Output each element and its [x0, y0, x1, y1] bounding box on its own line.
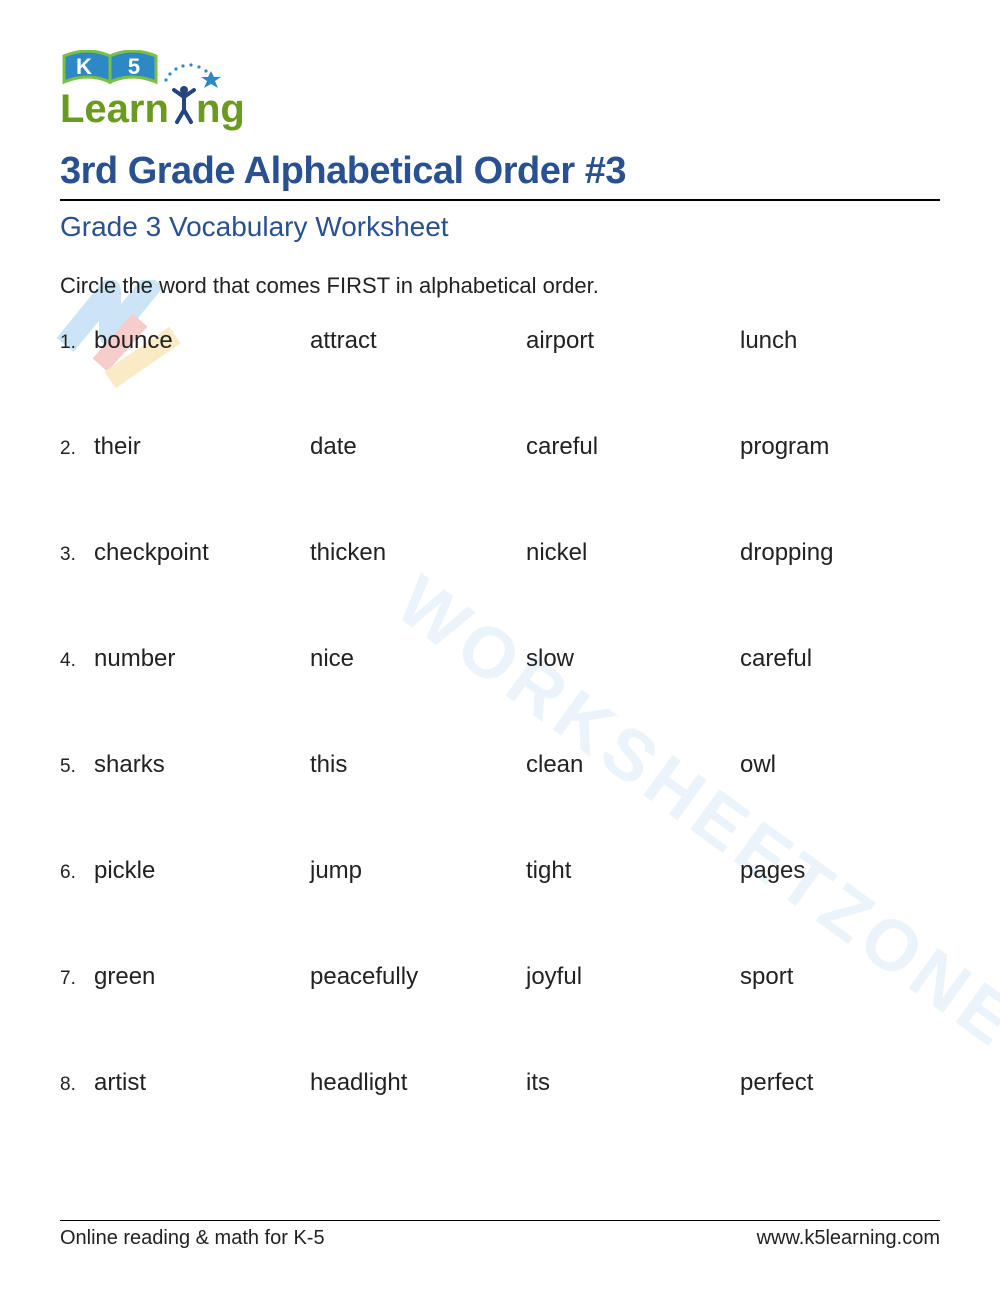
word-option[interactable]: joyful — [526, 963, 740, 991]
word-option[interactable]: headlight — [310, 1069, 526, 1097]
word-option[interactable]: thicken — [310, 539, 526, 567]
row-number: 7. — [60, 966, 94, 990]
word-option[interactable]: its — [526, 1069, 740, 1097]
row-number: 3. — [60, 542, 94, 566]
question-row: 8. artist headlight its perfect — [60, 1069, 940, 1097]
word-option[interactable]: clean — [526, 751, 740, 779]
question-row: 7. green peacefully joyful sport — [60, 963, 940, 991]
word-option[interactable]: bounce — [94, 327, 310, 355]
word-option[interactable]: program — [740, 433, 829, 461]
word-option[interactable]: nice — [310, 645, 526, 673]
word-option[interactable]: pages — [740, 857, 805, 885]
word-option[interactable]: pickle — [94, 857, 310, 885]
word-option[interactable]: careful — [740, 645, 812, 673]
row-number: 2. — [60, 436, 94, 460]
question-row: 4. number nice slow careful — [60, 645, 940, 673]
word-option[interactable]: tight — [526, 857, 740, 885]
row-number: 5. — [60, 754, 94, 778]
word-option[interactable]: owl — [740, 751, 776, 779]
svg-text:Learn: Learn — [60, 87, 169, 131]
page-footer: Online reading & math for K-5 www.k5lear… — [60, 1220, 940, 1250]
row-number: 8. — [60, 1072, 94, 1096]
question-row: 3. checkpoint thicken nickel dropping — [60, 539, 940, 567]
question-rows: 1. bounce attract airport lunch 2. their… — [60, 327, 940, 1097]
word-option[interactable]: lunch — [740, 327, 797, 355]
word-option[interactable]: green — [94, 963, 310, 991]
question-row: 2. their date careful program — [60, 433, 940, 461]
word-option[interactable]: jump — [310, 857, 526, 885]
word-option[interactable]: artist — [94, 1069, 310, 1097]
word-option[interactable]: sharks — [94, 751, 310, 779]
word-option[interactable]: slow — [526, 645, 740, 673]
svg-text:K: K — [76, 54, 92, 79]
word-option[interactable]: date — [310, 433, 526, 461]
word-option[interactable]: peacefully — [310, 963, 526, 991]
brand-logo: K 5 Learn ng — [60, 50, 940, 132]
word-option[interactable]: sport — [740, 963, 793, 991]
word-option[interactable]: number — [94, 645, 310, 673]
word-option[interactable]: this — [310, 751, 526, 779]
word-option[interactable]: careful — [526, 433, 740, 461]
footer-rule — [60, 1220, 940, 1221]
svg-text:5: 5 — [128, 54, 140, 79]
word-option[interactable]: nickel — [526, 539, 740, 567]
page-title: 3rd Grade Alphabetical Order #3 — [60, 150, 940, 193]
row-number: 6. — [60, 860, 94, 884]
word-option[interactable]: airport — [526, 327, 740, 355]
question-row: 1. bounce attract airport lunch — [60, 327, 940, 355]
word-option[interactable]: checkpoint — [94, 539, 310, 567]
svg-text:ng: ng — [196, 87, 245, 131]
row-number: 1. — [60, 330, 94, 354]
row-number: 4. — [60, 648, 94, 672]
word-option[interactable]: attract — [310, 327, 526, 355]
footer-right: www.k5learning.com — [757, 1227, 940, 1250]
title-rule — [60, 199, 940, 201]
footer-left: Online reading & math for K-5 — [60, 1227, 325, 1250]
word-option[interactable]: perfect — [740, 1069, 813, 1097]
word-option[interactable]: their — [94, 433, 310, 461]
question-row: 5. sharks this clean owl — [60, 751, 940, 779]
subtitle: Grade 3 Vocabulary Worksheet — [60, 211, 940, 243]
question-row: 6. pickle jump tight pages — [60, 857, 940, 885]
word-option[interactable]: dropping — [740, 539, 833, 567]
instructions: Circle the word that comes FIRST in alph… — [60, 273, 940, 299]
